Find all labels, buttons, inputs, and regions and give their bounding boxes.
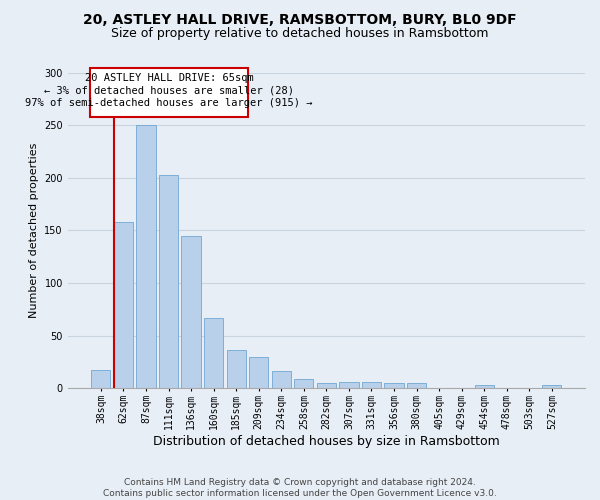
Bar xyxy=(249,356,268,388)
Text: ← 3% of detached houses are smaller (28): ← 3% of detached houses are smaller (28) xyxy=(44,86,294,96)
Bar xyxy=(542,385,562,388)
Text: Size of property relative to detached houses in Ramsbottom: Size of property relative to detached ho… xyxy=(111,28,489,40)
Text: 20 ASTLEY HALL DRIVE: 65sqm: 20 ASTLEY HALL DRIVE: 65sqm xyxy=(85,72,253,83)
Bar xyxy=(475,385,494,388)
Bar xyxy=(90,68,248,117)
Bar xyxy=(91,370,110,388)
Bar xyxy=(294,378,313,388)
Bar xyxy=(159,174,178,388)
Text: 97% of semi-detached houses are larger (915) →: 97% of semi-detached houses are larger (… xyxy=(25,98,313,108)
Bar xyxy=(317,383,336,388)
Bar xyxy=(407,383,426,388)
Bar xyxy=(385,383,404,388)
Y-axis label: Number of detached properties: Number of detached properties xyxy=(29,142,39,318)
Bar xyxy=(114,222,133,388)
Bar xyxy=(227,350,246,388)
Bar xyxy=(340,382,359,388)
Text: Contains HM Land Registry data © Crown copyright and database right 2024.
Contai: Contains HM Land Registry data © Crown c… xyxy=(103,478,497,498)
Bar xyxy=(272,372,291,388)
Bar xyxy=(204,318,223,388)
Bar xyxy=(136,125,155,388)
Bar xyxy=(362,382,381,388)
Bar xyxy=(181,236,200,388)
Text: 20, ASTLEY HALL DRIVE, RAMSBOTTOM, BURY, BL0 9DF: 20, ASTLEY HALL DRIVE, RAMSBOTTOM, BURY,… xyxy=(83,12,517,26)
X-axis label: Distribution of detached houses by size in Ramsbottom: Distribution of detached houses by size … xyxy=(153,434,500,448)
